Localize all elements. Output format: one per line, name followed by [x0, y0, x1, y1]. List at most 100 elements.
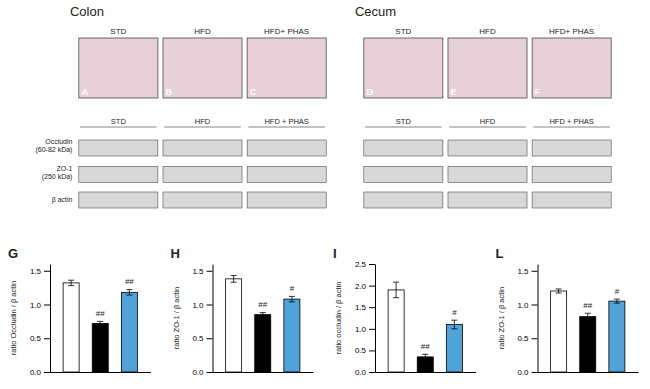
group-underline [365, 127, 442, 128]
y-axis: 0.0 0.5 1.0 1.5 [517, 265, 538, 378]
image-placeholder [247, 38, 326, 98]
annotation: # [615, 287, 620, 296]
group-underline [164, 127, 241, 128]
tick-label: 1.0 [192, 301, 204, 310]
tick: 0.5 [517, 334, 537, 343]
tick-label: 0.5 [517, 334, 529, 343]
tick: 1.5 [355, 303, 375, 312]
blot-row-label: β actin [52, 196, 73, 204]
blot-band [79, 166, 158, 182]
blot-band [532, 192, 611, 208]
tick-label: 2.0 [355, 282, 367, 291]
y-axis-title: ratio ZO-1 / β actin [172, 287, 181, 349]
panel-title: Cecum [355, 4, 396, 19]
marks [551, 289, 625, 372]
tick: 0.0 [192, 368, 212, 377]
blot-row-label: ZO-1(250 kDa) [42, 165, 73, 181]
blot-band [163, 192, 242, 208]
blot-band [532, 166, 611, 182]
image-placeholder [448, 38, 527, 98]
image-letter: D [366, 87, 373, 97]
x-axis [376, 372, 477, 373]
tick-mark [369, 264, 375, 265]
blot-band [364, 166, 443, 182]
tick-label: 1.5 [192, 267, 204, 276]
blot-band [247, 166, 326, 182]
blot-row-label: Occludin(60-82 kDa) [35, 137, 72, 153]
tick: 0.0 [30, 368, 50, 377]
tick-mark [369, 329, 375, 330]
tick: 0.5 [355, 346, 375, 355]
group-label: HFD [480, 117, 496, 126]
group-label: STD [396, 117, 412, 126]
error-bar [556, 289, 562, 293]
axis-line [50, 265, 51, 373]
error-bar [68, 280, 74, 285]
tick: 1.5 [30, 267, 50, 276]
tick-mark [532, 338, 538, 339]
axis-line [376, 372, 477, 373]
tick-mark [369, 307, 375, 308]
image-placeholder [364, 38, 443, 98]
group-underline [533, 127, 610, 128]
tick-label: 0.5 [355, 346, 367, 355]
text-line: (250 kDa) [42, 173, 73, 181]
tick: 1.0 [192, 301, 212, 310]
tick-label: 2.5 [355, 260, 367, 269]
tick: 0.0 [517, 368, 537, 377]
tick: 1.0 [30, 301, 50, 310]
bar-chart: 0.00.51.01.52.02.5ratio occludin / β act… [333, 246, 476, 377]
tick-mark [532, 271, 538, 272]
marks [388, 282, 462, 372]
annotation: ## [125, 277, 134, 286]
tick-label: 0.0 [355, 368, 367, 377]
error-bar [260, 313, 266, 317]
error-bar [614, 299, 620, 303]
tick: 1.0 [355, 325, 375, 334]
annotation: # [452, 308, 457, 317]
group-label: STD [395, 27, 411, 36]
bar-chart: 0.00.51.01.5ratio ZO-1 / β actinL### [496, 246, 639, 377]
axis-line [538, 372, 639, 373]
x-axis [213, 372, 314, 373]
tick-label: 1.0 [30, 301, 42, 310]
marks [226, 275, 300, 372]
tick: 1.5 [517, 267, 537, 276]
tick-label: 1.0 [517, 301, 529, 310]
annotation: ## [258, 300, 267, 309]
axis-line [51, 372, 152, 373]
annotation: ## [583, 301, 592, 310]
tick-mark [44, 372, 50, 373]
bar [92, 323, 108, 372]
tick: 0.5 [192, 334, 212, 343]
tick: 0.0 [355, 368, 375, 377]
blot-group: STDHFDHFD + PHAS [364, 117, 611, 208]
bar [551, 291, 567, 372]
tick-mark [207, 271, 213, 272]
tick-label: 1.5 [355, 303, 367, 312]
tick-label: 1.5 [30, 267, 42, 276]
bar-chart: 0.00.51.01.5ratio Occludin / β actinG###… [8, 246, 151, 377]
annotation: # [290, 284, 295, 293]
group-label: HFD [195, 117, 211, 126]
panel-label: L [496, 246, 504, 261]
y-axis-title: ratio ZO-1 / β actin [497, 287, 506, 349]
error-bar [97, 321, 103, 325]
bar [446, 324, 462, 372]
axis-line [213, 372, 314, 373]
image-placeholder [79, 38, 158, 98]
group-label: HFD [194, 27, 211, 36]
blot-band [448, 140, 527, 156]
error-bar [451, 320, 457, 329]
image-letter: C [250, 87, 257, 97]
group-underline [80, 127, 157, 128]
group-label: HFD+ PHAS [549, 27, 594, 36]
blot-band [247, 140, 326, 156]
tick-mark [369, 286, 375, 287]
blot-band [364, 140, 443, 156]
panel-label: I [333, 246, 337, 261]
blot-band [163, 166, 242, 182]
tick-label: 0.0 [192, 368, 204, 377]
panel-label: G [8, 246, 18, 261]
blot-band [364, 192, 443, 208]
